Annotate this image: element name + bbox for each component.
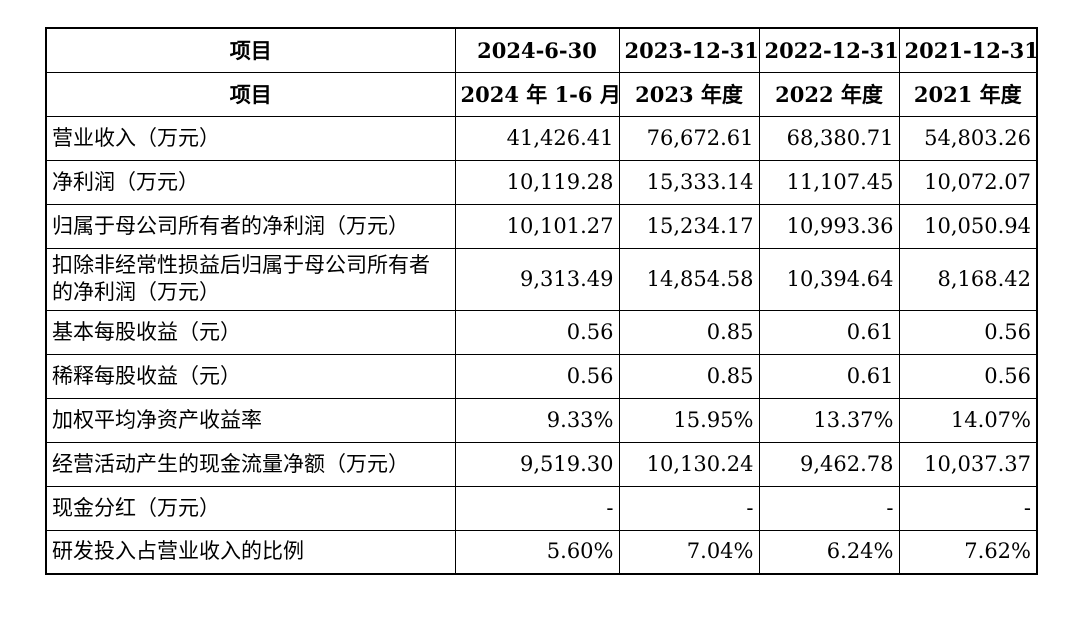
row-label: 现金分红（万元）: [45, 485, 456, 531]
header-period: 2023 年度: [618, 71, 760, 117]
header-item: 项目: [45, 27, 456, 73]
row-value: 11,107.45: [758, 159, 900, 205]
row-value: -: [898, 485, 1038, 531]
header-date: 2023-12-31: [618, 27, 760, 73]
row-label: 加权平均净资产收益率: [45, 397, 456, 443]
row-value: 10,072.07: [898, 159, 1038, 205]
row-value: 9.33%: [454, 397, 620, 443]
table-row: 基本每股收益（元） 0.56 0.85 0.61 0.56: [45, 309, 1038, 355]
row-value: 15.95%: [618, 397, 760, 443]
row-value: 9,462.78: [758, 441, 900, 487]
row-value: 5.60%: [454, 529, 620, 575]
table-row: 研发投入占营业收入的比例 5.60% 7.04% 6.24% 7.62%: [45, 529, 1038, 575]
table-row: 现金分红（万元） - - - -: [45, 485, 1038, 531]
row-value: 7.62%: [898, 529, 1038, 575]
header-row-periods: 项目 2024 年 1-6 月 2023 年度 2022 年度 2021 年度: [45, 71, 1038, 117]
row-value: 14.07%: [898, 397, 1038, 443]
row-label: 归属于母公司所有者的净利润（万元）: [45, 203, 456, 249]
table-row: 加权平均净资产收益率 9.33% 15.95% 13.37% 14.07%: [45, 397, 1038, 443]
row-label: 稀释每股收益（元）: [45, 353, 456, 399]
table-row: 经营活动产生的现金流量净额（万元） 9,519.30 10,130.24 9,4…: [45, 441, 1038, 487]
row-value: 10,050.94: [898, 203, 1038, 249]
row-value: 10,394.64: [758, 247, 900, 311]
row-value: 6.24%: [758, 529, 900, 575]
row-value: 10,130.24: [618, 441, 760, 487]
header-item: 项目: [45, 71, 456, 117]
header-period: 2021 年度: [898, 71, 1038, 117]
row-label: 经营活动产生的现金流量净额（万元）: [45, 441, 456, 487]
row-label: 基本每股收益（元）: [45, 309, 456, 355]
row-value: 13.37%: [758, 397, 900, 443]
row-value: -: [618, 485, 760, 531]
row-value: 0.61: [758, 309, 900, 355]
row-value: 68,380.71: [758, 115, 900, 161]
row-value: 10,993.36: [758, 203, 900, 249]
table-row: 归属于母公司所有者的净利润（万元） 10,101.27 15,234.17 10…: [45, 203, 1038, 249]
row-value: -: [454, 485, 620, 531]
row-value: 41,426.41: [454, 115, 620, 161]
row-value: 9,313.49: [454, 247, 620, 311]
row-value: 0.56: [898, 309, 1038, 355]
row-value: 0.85: [618, 309, 760, 355]
financial-summary-table: 项目 2024-6-30 2023-12-31 2022-12-31 2021-…: [45, 27, 1038, 575]
header-row-dates: 项目 2024-6-30 2023-12-31 2022-12-31 2021-…: [45, 27, 1038, 73]
header-period: 2022 年度: [758, 71, 900, 117]
row-label: 研发投入占营业收入的比例: [45, 529, 456, 575]
row-value: 10,037.37: [898, 441, 1038, 487]
table-row: 扣除非经常性损益后归属于母公司所有者的净利润（万元） 9,313.49 14,8…: [45, 247, 1038, 311]
row-value: 10,101.27: [454, 203, 620, 249]
row-value: 76,672.61: [618, 115, 760, 161]
header-period: 2024 年 1-6 月: [454, 71, 620, 117]
table-row: 稀释每股收益（元） 0.56 0.85 0.61 0.56: [45, 353, 1038, 399]
row-value: 14,854.58: [618, 247, 760, 311]
row-value: 54,803.26: [898, 115, 1038, 161]
row-value: 10,119.28: [454, 159, 620, 205]
row-value: 15,234.17: [618, 203, 760, 249]
row-label: 扣除非经常性损益后归属于母公司所有者的净利润（万元）: [45, 247, 456, 311]
row-value: 0.85: [618, 353, 760, 399]
table-row: 净利润（万元） 10,119.28 15,333.14 11,107.45 10…: [45, 159, 1038, 205]
row-label: 净利润（万元）: [45, 159, 456, 205]
table-row: 营业收入（万元） 41,426.41 76,672.61 68,380.71 5…: [45, 115, 1038, 161]
row-value: 7.04%: [618, 529, 760, 575]
header-date: 2024-6-30: [454, 27, 620, 73]
row-label: 营业收入（万元）: [45, 115, 456, 161]
header-date: 2021-12-31: [898, 27, 1038, 73]
row-value: -: [758, 485, 900, 531]
row-value: 0.56: [898, 353, 1038, 399]
row-value: 9,519.30: [454, 441, 620, 487]
row-value: 0.56: [454, 309, 620, 355]
row-value: 0.56: [454, 353, 620, 399]
header-date: 2022-12-31: [758, 27, 900, 73]
row-value: 0.61: [758, 353, 900, 399]
row-value: 8,168.42: [898, 247, 1038, 311]
row-value: 15,333.14: [618, 159, 760, 205]
